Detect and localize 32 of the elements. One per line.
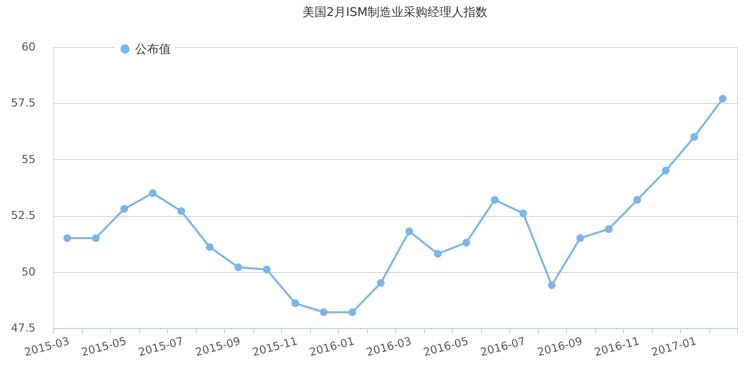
point	[92, 234, 100, 242]
point	[262, 266, 271, 274]
point	[120, 204, 128, 213]
point	[434, 250, 442, 258]
point	[148, 189, 157, 197]
point	[548, 281, 556, 290]
y-tick-label: 57.5	[11, 96, 36, 110]
chart-title: 美国2月ISM制造业采购经理人指数	[302, 5, 488, 19]
point	[490, 196, 499, 204]
point	[462, 238, 470, 246]
y-tick-label: 55	[22, 152, 36, 166]
y-tick-label: 47.5	[11, 322, 36, 334]
point	[63, 234, 72, 242]
point	[690, 133, 698, 141]
point	[348, 308, 356, 316]
point	[320, 308, 328, 316]
point	[206, 243, 214, 251]
point	[633, 196, 642, 204]
point	[519, 209, 528, 218]
point	[604, 225, 613, 233]
legend-label: 公布值	[135, 42, 171, 56]
y-tick-label: 60	[22, 40, 36, 54]
y-tick-label: 50	[22, 265, 36, 278]
point	[576, 234, 584, 242]
point	[405, 227, 414, 236]
point	[718, 94, 727, 103]
point	[291, 299, 300, 308]
point	[234, 263, 242, 272]
point	[662, 166, 670, 175]
point	[177, 207, 186, 215]
point	[376, 279, 385, 287]
y-tick-label: 52.5	[11, 209, 36, 222]
